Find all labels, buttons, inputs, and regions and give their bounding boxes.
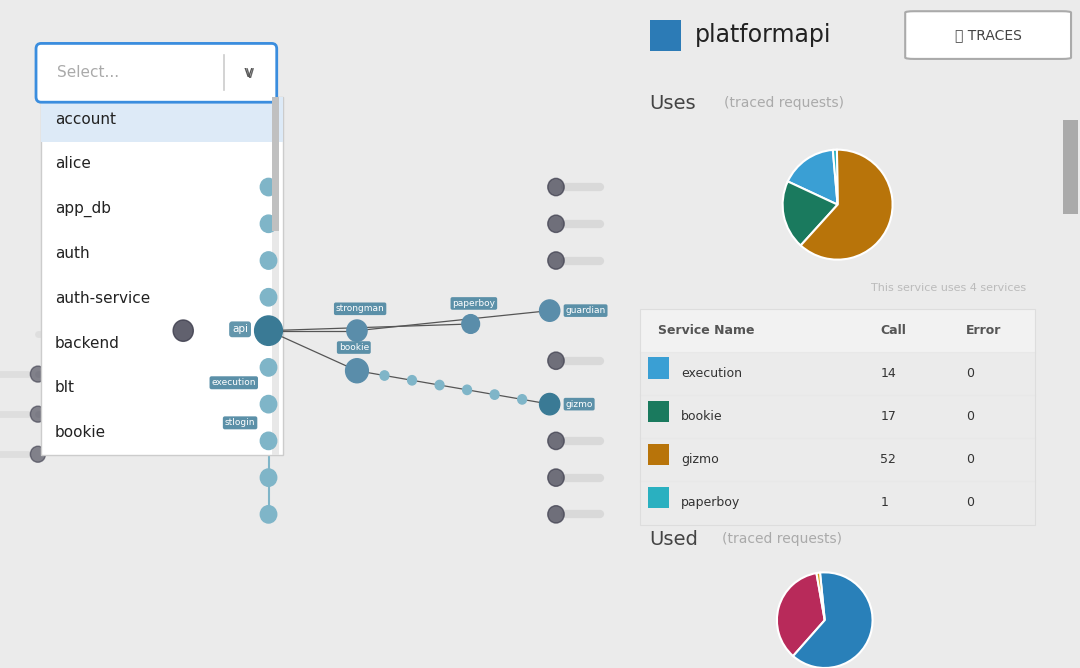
Circle shape bbox=[462, 385, 472, 395]
Bar bbox=[648, 486, 669, 508]
Wedge shape bbox=[783, 182, 838, 245]
Text: bookie: bookie bbox=[339, 343, 369, 352]
Wedge shape bbox=[777, 573, 825, 656]
Circle shape bbox=[30, 446, 45, 462]
Text: guardian: guardian bbox=[566, 306, 606, 315]
Circle shape bbox=[260, 432, 276, 450]
Bar bbox=[1063, 120, 1078, 214]
Circle shape bbox=[407, 375, 417, 385]
Circle shape bbox=[548, 352, 564, 369]
Circle shape bbox=[255, 316, 282, 345]
Circle shape bbox=[260, 252, 276, 269]
Text: app_db: app_db bbox=[55, 200, 111, 217]
Bar bbox=[41, 97, 283, 455]
Bar bbox=[648, 444, 669, 465]
Text: auth-service: auth-service bbox=[55, 291, 150, 306]
Text: bookie: bookie bbox=[681, 410, 723, 424]
Text: 52: 52 bbox=[880, 454, 896, 466]
Circle shape bbox=[517, 395, 527, 404]
Circle shape bbox=[380, 371, 389, 380]
Circle shape bbox=[75, 406, 90, 422]
Text: v: v bbox=[243, 65, 252, 80]
Text: gizmo: gizmo bbox=[566, 399, 593, 409]
Circle shape bbox=[112, 366, 127, 382]
Text: 0: 0 bbox=[967, 410, 974, 424]
Bar bbox=[272, 97, 280, 231]
Circle shape bbox=[173, 320, 193, 341]
Circle shape bbox=[260, 289, 276, 306]
Circle shape bbox=[30, 406, 45, 422]
FancyBboxPatch shape bbox=[905, 11, 1071, 59]
Text: ∨: ∨ bbox=[243, 64, 256, 81]
Text: Select...: Select... bbox=[57, 65, 119, 80]
Circle shape bbox=[347, 320, 367, 341]
Bar bbox=[272, 97, 280, 455]
Circle shape bbox=[435, 380, 444, 389]
Circle shape bbox=[548, 252, 564, 269]
Text: 0: 0 bbox=[967, 454, 974, 466]
Circle shape bbox=[260, 178, 276, 196]
FancyBboxPatch shape bbox=[36, 43, 276, 102]
Text: paperboy: paperboy bbox=[681, 496, 741, 510]
Wedge shape bbox=[833, 150, 838, 204]
Text: Service Name: Service Name bbox=[658, 324, 754, 337]
Circle shape bbox=[540, 300, 559, 321]
Text: api: api bbox=[232, 325, 248, 334]
Circle shape bbox=[548, 215, 564, 232]
Bar bbox=[650, 19, 681, 51]
Circle shape bbox=[462, 315, 480, 333]
Text: 14: 14 bbox=[880, 367, 896, 380]
Text: stlogin: stlogin bbox=[225, 418, 255, 428]
Text: Error: Error bbox=[967, 324, 1001, 337]
Wedge shape bbox=[793, 572, 873, 668]
Bar bbox=[640, 309, 1035, 524]
Text: 🔍 TRACES: 🔍 TRACES bbox=[955, 28, 1022, 42]
Text: strongman: strongman bbox=[336, 305, 384, 313]
Text: account: account bbox=[55, 112, 116, 127]
Text: paperboy: paperboy bbox=[453, 299, 496, 308]
Text: backend: backend bbox=[55, 335, 120, 351]
Text: platformapi: platformapi bbox=[694, 23, 831, 47]
Bar bbox=[648, 401, 669, 422]
Text: blt: blt bbox=[55, 380, 75, 395]
Text: Used: Used bbox=[649, 530, 698, 549]
Text: 0: 0 bbox=[967, 496, 974, 510]
Circle shape bbox=[75, 366, 90, 382]
Text: execution: execution bbox=[212, 378, 256, 387]
Circle shape bbox=[75, 326, 90, 342]
Text: bookie: bookie bbox=[55, 425, 106, 440]
Circle shape bbox=[346, 359, 368, 383]
Text: 0: 0 bbox=[967, 367, 974, 380]
Circle shape bbox=[548, 506, 564, 523]
Text: execution: execution bbox=[681, 367, 742, 380]
Wedge shape bbox=[800, 150, 892, 260]
Circle shape bbox=[540, 393, 559, 415]
Text: alice: alice bbox=[55, 156, 91, 172]
Text: auth: auth bbox=[55, 246, 90, 261]
Circle shape bbox=[260, 359, 276, 376]
Circle shape bbox=[490, 390, 499, 399]
Text: 1: 1 bbox=[880, 496, 889, 510]
Text: (traced requests): (traced requests) bbox=[724, 96, 843, 110]
Circle shape bbox=[260, 506, 276, 523]
Bar bbox=[41, 97, 283, 142]
Circle shape bbox=[260, 469, 276, 486]
Bar bbox=[640, 309, 1035, 352]
Text: gizmo: gizmo bbox=[681, 454, 719, 466]
Bar bbox=[648, 357, 669, 379]
Text: This service uses 4 services: This service uses 4 services bbox=[872, 283, 1026, 293]
Text: (traced requests): (traced requests) bbox=[721, 532, 841, 546]
Circle shape bbox=[548, 469, 564, 486]
Circle shape bbox=[30, 366, 45, 382]
Circle shape bbox=[260, 395, 276, 413]
Text: Call: Call bbox=[880, 324, 906, 337]
Circle shape bbox=[260, 215, 276, 232]
Wedge shape bbox=[787, 150, 838, 204]
Circle shape bbox=[548, 432, 564, 450]
Text: Uses: Uses bbox=[649, 94, 696, 112]
Circle shape bbox=[548, 178, 564, 196]
Wedge shape bbox=[816, 572, 825, 620]
Text: 17: 17 bbox=[880, 410, 896, 424]
